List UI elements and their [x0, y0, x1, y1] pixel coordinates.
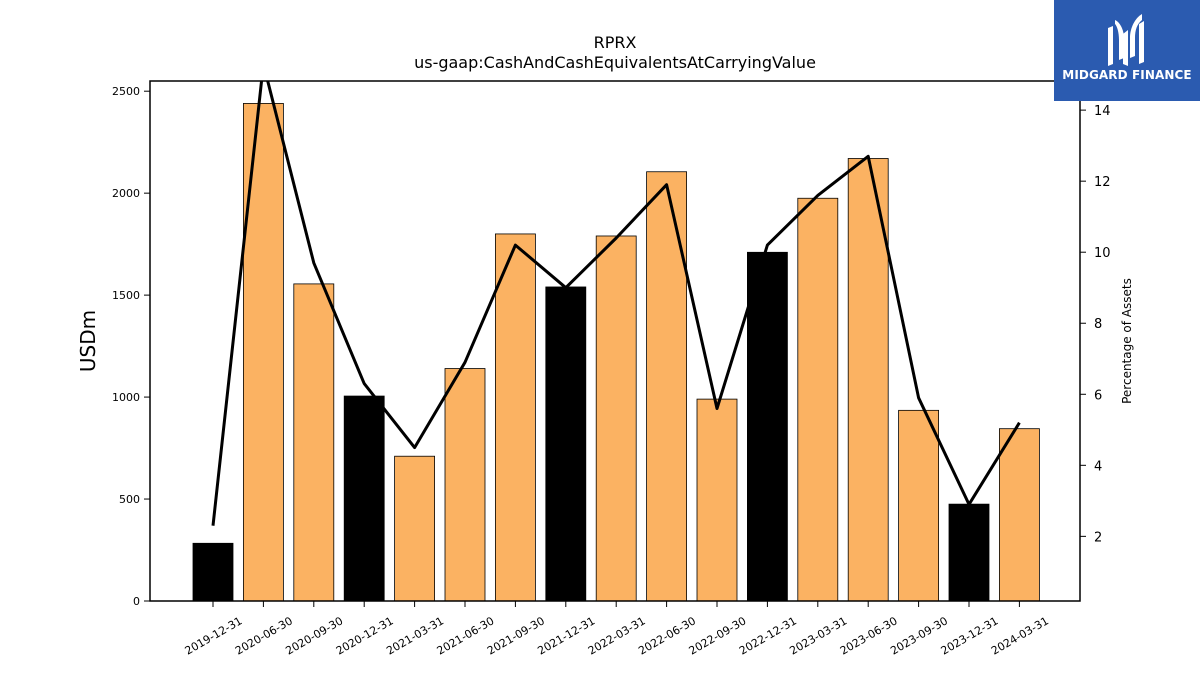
bar-2024-03-31 [999, 428, 1040, 602]
x-tick-label: 2024-03-31 [989, 614, 1051, 657]
bar-2023-06-30 [847, 158, 889, 602]
brand-name: MIDGARD FINANCE [1062, 68, 1192, 82]
y2-tick-label: 14 [1094, 104, 1111, 119]
y2-tick-label: 6 [1094, 388, 1102, 403]
bar-2022-06-30 [646, 171, 687, 602]
bar-2019-12-31 [192, 542, 234, 602]
y2-axis-label: Percentage of Assets [1120, 278, 1134, 404]
y-tick-label: 1500 [112, 289, 140, 302]
y-tick-label: 2000 [112, 187, 140, 200]
y2-tick-label: 10 [1094, 246, 1111, 261]
midgard-logo-icon [1108, 14, 1144, 66]
bars-layer [192, 103, 1040, 602]
y-tick-label: 500 [119, 493, 140, 506]
bar-2021-03-31 [394, 455, 436, 602]
bar-2022-09-30 [696, 398, 738, 602]
y2-tick-label: 4 [1094, 459, 1102, 474]
bar-2022-03-31 [595, 235, 637, 602]
bar-2023-09-30 [898, 409, 939, 602]
y2-tick-label: 12 [1094, 175, 1111, 190]
y-axis-label: USDm [76, 310, 100, 372]
percentage-of-assets-line [211, 81, 1021, 526]
bar-2021-12-31 [545, 286, 587, 602]
bar-2020-09-30 [293, 283, 335, 602]
y-tick-label: 1000 [112, 391, 140, 404]
chart-title: RPRX [594, 33, 637, 52]
chart-subtitle: us-gaap:CashAndCashEquivalentsAtCarrying… [414, 53, 816, 72]
brand-logo: MIDGARD FINANCE [1054, 0, 1200, 101]
y-tick-label: 2500 [112, 85, 140, 98]
bar-2020-12-31 [343, 395, 385, 602]
bar-2022-12-31 [747, 251, 788, 602]
y2-tick-label: 2 [1094, 530, 1102, 545]
bar-2020-06-30 [242, 103, 284, 602]
bar-2021-06-30 [444, 368, 486, 602]
line-layer [211, 81, 1021, 526]
y2-tick-label: 8 [1094, 317, 1102, 332]
bar-2023-12-31 [948, 503, 990, 602]
y-tick-label: 0 [133, 595, 140, 608]
plot-frame [149, 80, 1081, 602]
bar-2023-03-31 [797, 197, 839, 602]
bar-2021-09-30 [494, 233, 536, 602]
